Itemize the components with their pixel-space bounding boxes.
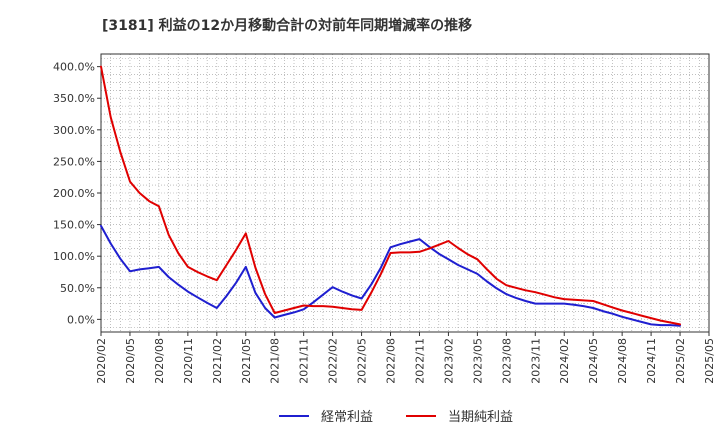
chart-title: [3181] 利益の12か月移動合計の対前年同期増減率の推移 — [102, 17, 472, 34]
grid — [100, 54, 710, 332]
x-axis-ticks: 2020/02 2020/05 2020/08 2020/11 2021/02 2021/… — [95, 332, 716, 384]
x-tick-label: 2023/02 — [442, 338, 455, 384]
series-lines — [100, 65, 681, 327]
x-tick-label: 2023/08 — [500, 338, 513, 384]
x-tick-label: 2024/05 — [587, 338, 600, 384]
x-tick-label: 2021/02 — [211, 338, 224, 384]
x-tick-label: 2022/11 — [413, 338, 426, 384]
y-tick-label: 50.0% — [60, 282, 95, 295]
legend-label: 当期純利益 — [448, 410, 513, 425]
x-tick-label: 2024/08 — [616, 338, 629, 384]
x-tick-label: 2021/05 — [240, 338, 253, 384]
y-tick-label: 400.0% — [53, 61, 95, 74]
x-tick-label: 2020/08 — [153, 338, 166, 384]
x-tick-label: 2023/05 — [471, 338, 484, 384]
x-tick-label: 2025/02 — [674, 338, 687, 384]
x-tick-label: 2024/11 — [645, 338, 658, 384]
y-tick-label: 300.0% — [53, 124, 95, 137]
x-tick-label: 2025/05 — [703, 338, 716, 384]
series-line-net-income — [100, 65, 681, 326]
y-tick-label: 350.0% — [53, 92, 95, 105]
x-tick-label: 2022/05 — [356, 338, 369, 384]
x-tick-label: 2022/08 — [385, 338, 398, 384]
x-tick-label: 2021/08 — [269, 338, 282, 384]
legend: 経常利益 当期純利益 — [279, 410, 513, 425]
x-tick-label: 2021/11 — [298, 338, 311, 384]
y-tick-label: 200.0% — [53, 187, 95, 200]
legend-label: 経常利益 — [321, 410, 373, 425]
y-tick-label: 100.0% — [53, 250, 95, 263]
x-tick-label: 2020/11 — [182, 338, 195, 384]
x-tick-label: 2023/11 — [529, 338, 542, 384]
x-tick-label: 2022/02 — [327, 338, 340, 384]
x-tick-label: 2020/02 — [95, 338, 108, 384]
x-tick-label: 2024/02 — [558, 338, 571, 384]
y-axis-ticks: 0.0% 50.0% 100.0% 150.0% 200.0% 250.0% 300.0% 3… — [53, 61, 101, 326]
y-tick-label: 250.0% — [53, 155, 95, 168]
x-tick-label: 2020/05 — [124, 338, 137, 384]
y-tick-label: 0.0% — [67, 313, 95, 326]
y-tick-label: 150.0% — [53, 219, 95, 232]
series-line-ordinary-profit — [100, 224, 681, 327]
